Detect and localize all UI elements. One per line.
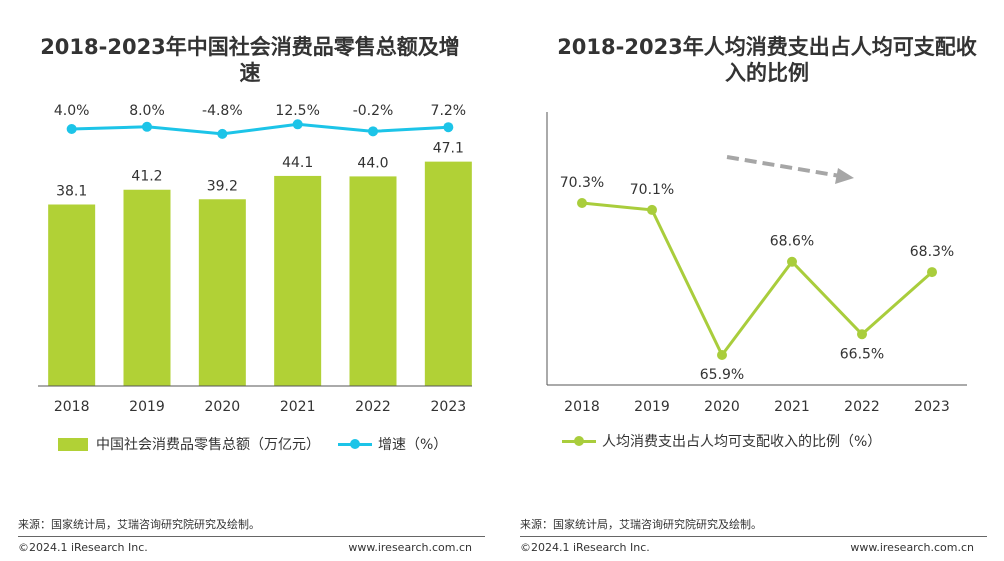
bar-2020 — [198, 199, 246, 386]
growth-label-2018: 4.0% — [54, 103, 90, 119]
left-source-note: 来源：国家统计局，艾瑞咨询研究院研究及绘制。 — [18, 518, 260, 531]
right-copyright: ©2024.1 iResearch Inc. — [520, 541, 650, 554]
legend-ratio-swatch — [562, 435, 596, 447]
ratio-label-2018: 70.3% — [560, 175, 604, 191]
ratio-point-2018 — [577, 198, 587, 208]
growth-label-2019: 8.0% — [129, 103, 165, 119]
ratio-label-2022: 66.5% — [840, 346, 884, 362]
x-tick-label-2018: 2018 — [54, 399, 90, 415]
x-tick-label-2019: 2019 — [129, 399, 165, 415]
bar-value-label-2018: 38.1 — [56, 184, 87, 200]
right-source-note: 来源：国家统计局，艾瑞咨询研究院研究及绘制。 — [520, 518, 762, 531]
growth-point-2021 — [292, 119, 303, 130]
x-tick-label-2022: 2022 — [355, 399, 391, 415]
right-footer-rule — [520, 536, 987, 537]
ratio-label-2020: 65.9% — [700, 367, 744, 383]
legend-ratio-label: 人均消费支出占人均可支配收入的比例（%） — [602, 434, 882, 450]
left-legend: 中国社会消费品零售总额（万亿元） 增速（%） — [58, 434, 447, 454]
bar-value-label-2021: 44.1 — [282, 155, 313, 171]
growth-label-2023: 7.2% — [431, 103, 467, 119]
ratio-point-2022 — [857, 329, 867, 340]
growth-point-2020 — [217, 128, 228, 139]
left-website: www.iresearch.com.cn — [348, 541, 472, 554]
x-tick-label-2022: 2022 — [844, 399, 880, 415]
growth-rate-line — [71, 122, 449, 136]
right-chart-panel: 2018-2023年人均消费支出占人均可支配收入的比例 70.3% 2018 70.… — [502, 0, 1004, 561]
legend-bar-label: 中国社会消费品零售总额（万亿元） — [96, 437, 320, 453]
growth-point-2023 — [443, 122, 454, 133]
right-legend: 人均消费支出占人均可支配收入的比例（%） — [562, 431, 881, 451]
bar-value-label-2019: 41.2 — [131, 169, 162, 185]
legend-bar-swatch — [58, 437, 88, 451]
bar-value-label-2020: 39.2 — [207, 178, 238, 194]
x-tick-label-2021: 2021 — [280, 399, 316, 415]
x-tick-label-2020: 2020 — [205, 399, 241, 415]
x-tick-label-2018: 2018 — [564, 399, 600, 415]
growth-point-2022 — [368, 126, 378, 137]
ratio-label-2023: 68.3% — [910, 244, 954, 260]
right-website: www.iresearch.com.cn — [850, 541, 974, 554]
left-footer-rule — [18, 536, 485, 537]
x-tick-label-2020: 2020 — [704, 399, 740, 415]
x-tick-label-2019: 2019 — [634, 399, 670, 415]
left-chart-svg: 38.1 2018 41.2 2019 39.2 2020 44.1 2021 44.0 2022… — [38, 103, 472, 415]
x-tick-label-2021: 2021 — [774, 399, 810, 415]
ratio-line — [581, 201, 933, 358]
bar-2023 — [424, 161, 472, 386]
ratio-point-2023 — [927, 267, 937, 278]
right-chart-title: 2018-2023年人均消费支出占人均可支配收入的比例 — [557, 35, 977, 85]
ratio-point-2020 — [717, 350, 727, 360]
ratio-point-2021 — [787, 256, 797, 267]
x-tick-label-2023: 2023 — [914, 399, 950, 415]
bar-value-label-2023: 47.1 — [433, 141, 464, 157]
left-chart-title: 2018-2023年中国社会消费品零售总额及增速 — [40, 35, 460, 85]
x-tick-label-2023: 2023 — [431, 399, 467, 415]
right-chart-svg: 70.3% 2018 70.1% 2019 65.9% 2020 68.6% 2021 66.5… — [546, 112, 967, 415]
growth-label-2020: -4.8% — [202, 103, 243, 119]
growth-point-2019 — [142, 121, 152, 132]
legend-growth-label: 增速（%） — [378, 437, 448, 453]
legend-growth-swatch — [338, 438, 372, 450]
left-copyright: ©2024.1 iResearch Inc. — [18, 541, 148, 554]
left-chart-panel: 2018-2023年中国社会消费品零售总额及增速 38.1 2018 41.2 201… — [0, 0, 500, 561]
growth-label-2021: 12.5% — [275, 103, 319, 119]
ratio-label-2021: 68.6% — [770, 234, 814, 250]
growth-point-2018 — [66, 124, 77, 134]
trend-arrow-line — [726, 155, 841, 178]
bar-value-label-2022: 44.0 — [357, 155, 388, 171]
ratio-point-2019 — [647, 204, 657, 215]
trend-arrow-head — [835, 168, 854, 184]
bar-2018 — [48, 204, 96, 386]
ratio-label-2019: 70.1% — [630, 182, 674, 198]
bar-2021 — [274, 175, 322, 386]
bar-2022 — [349, 176, 397, 386]
bar-2019 — [123, 189, 171, 386]
growth-label-2022: -0.2% — [353, 103, 394, 119]
